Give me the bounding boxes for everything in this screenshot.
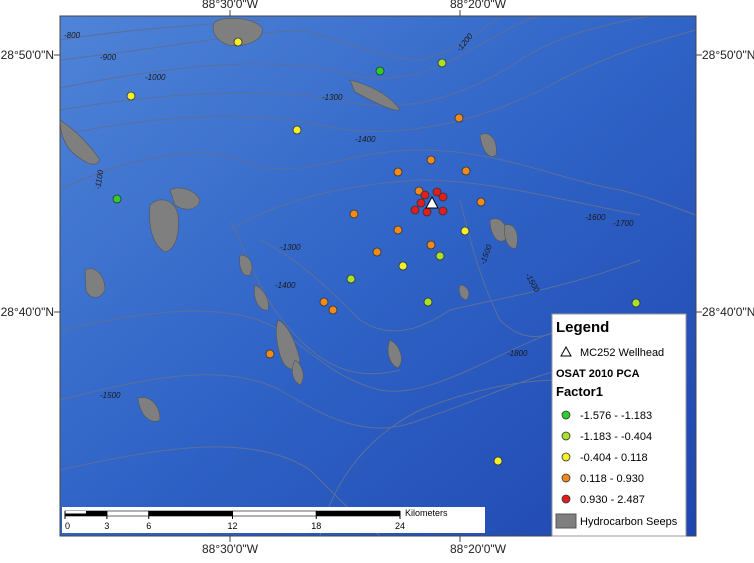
sample-point — [265, 349, 275, 359]
sample-points — [112, 37, 641, 466]
scale-segment — [315, 510, 401, 517]
contour-label: -1100 — [93, 169, 105, 191]
contour-label: -1400 — [275, 281, 296, 290]
sample-point — [426, 240, 436, 250]
sample-point — [422, 207, 432, 217]
longitude-label: 88°20'0"W — [450, 0, 507, 11]
sample-point — [461, 166, 471, 176]
scale-tick-label: 18 — [311, 521, 321, 531]
scale-segment — [148, 510, 233, 517]
legend: Legend MC252 Wellhead OSAT 2010 PCA Fact… — [551, 313, 687, 537]
sample-point — [426, 155, 436, 165]
contour-label: -800 — [64, 31, 81, 40]
contour-label: -900 — [100, 53, 117, 62]
contour-label: -1300 — [322, 93, 343, 102]
scale-bar: Kilometers 0 3 6 12 18 24 — [62, 507, 485, 533]
sample-point — [493, 456, 503, 466]
hydrocarbon-seeps — [60, 17, 518, 422]
sample-point — [423, 297, 433, 307]
legend-class-label: -1.576 - -1.183 — [580, 410, 652, 422]
sample-point — [410, 205, 420, 215]
sample-point — [292, 125, 302, 135]
sample-point — [420, 190, 430, 200]
sample-point — [416, 198, 426, 208]
legend-wellhead-symbol — [560, 345, 572, 357]
graticule-ticks — [54, 10, 702, 542]
longitude-label: 88°30'0"W — [202, 542, 259, 556]
legend-class-symbol — [561, 452, 571, 462]
sample-point — [476, 197, 486, 207]
legend-class-symbol — [561, 494, 571, 504]
contour-label: -1400 — [355, 135, 376, 144]
sample-point — [435, 251, 445, 261]
scale-title: Kilometers — [405, 508, 448, 518]
sample-point — [346, 274, 356, 284]
contour-label: -1700 — [613, 219, 634, 228]
sample-point — [349, 209, 359, 219]
scale-tick-label: 3 — [104, 521, 109, 531]
scale-tick-label: 12 — [227, 521, 237, 531]
longitude-label: 88°30'0"W — [202, 0, 259, 11]
sample-point — [460, 226, 470, 236]
contour-label: -1800 — [507, 349, 528, 358]
longitude-label: 88°20'0"W — [450, 542, 507, 556]
sample-point — [454, 113, 464, 123]
legend-seeps: Hydrocarbon Seeps — [580, 516, 678, 528]
legend-seep-swatch — [555, 513, 577, 529]
legend-box — [551, 313, 687, 537]
latitude-label: 28°50'0"N — [702, 48, 754, 62]
scale-tick-label: 0 — [65, 521, 70, 531]
sample-point — [126, 91, 136, 101]
legend-class-label: -1.183 - -0.404 — [580, 431, 652, 443]
scale-segment — [65, 511, 86, 514]
contour-label: -1300 — [280, 243, 301, 252]
sample-point — [328, 305, 338, 315]
sample-point — [393, 167, 403, 177]
legend-class-symbol — [561, 410, 571, 420]
legend-field: Factor1 — [556, 384, 603, 399]
latitude-label: 28°50'0"N — [1, 48, 54, 62]
sample-point — [438, 192, 448, 202]
legend-class-symbol — [561, 473, 571, 483]
contour-label: -1000 — [145, 73, 166, 82]
legend-class-label: 0.930 - 2.487 — [580, 494, 645, 506]
legend-class-label: 0.118 - 0.930 — [580, 473, 644, 485]
contour-label: -1600 — [585, 213, 606, 222]
sample-point — [319, 297, 329, 307]
sample-point — [112, 194, 122, 204]
scale-tick-label: 6 — [146, 521, 151, 531]
sample-point — [432, 187, 442, 197]
sample-point — [437, 58, 447, 68]
legend-wellhead: MC252 Wellhead — [580, 347, 664, 359]
latitude-label: 28°40'0"N — [702, 305, 754, 319]
scale-segment — [232, 510, 317, 517]
sample-point — [233, 37, 243, 47]
sample-point — [393, 225, 403, 235]
sample-point — [631, 298, 641, 308]
wellhead-marker — [425, 195, 439, 209]
latitude-label: 28°40'0"N — [1, 305, 54, 319]
sample-point — [398, 261, 408, 271]
map-body: -800 -900 -1000 -1100 -1200 -1300 -1400 … — [60, 16, 696, 536]
sample-point — [372, 247, 382, 257]
sample-point — [375, 66, 385, 76]
contour-label: -1500 — [100, 391, 121, 400]
scale-segment — [106, 510, 150, 517]
sample-point — [414, 186, 424, 196]
legend-class-label: -0.404 - 0.118 — [580, 452, 648, 464]
sample-point — [438, 206, 448, 216]
map-frame — [59, 15, 697, 537]
legend-title: Legend — [556, 319, 609, 336]
legend-subtitle: OSAT 2010 PCA — [556, 368, 640, 380]
legend-class-symbol — [561, 431, 571, 441]
scale-tick-label: 24 — [395, 521, 405, 531]
